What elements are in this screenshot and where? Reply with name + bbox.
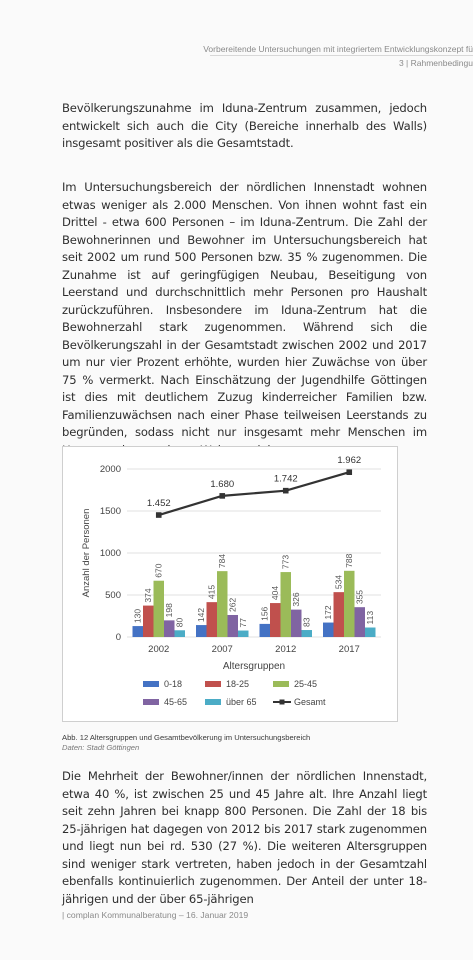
bar-über-65-2007 (238, 630, 249, 637)
line-value-label: 1.962 (337, 455, 361, 466)
legend-swatch (273, 681, 289, 687)
bar-45-65-2007 (227, 614, 238, 637)
bar-value-label: 83 (302, 617, 312, 627)
bar-25-45-2017 (344, 570, 355, 637)
paragraph-age-distribution: Die Mehrheit der Bewohner/innen der nörd… (62, 769, 427, 906)
y-tick-label: 0 (116, 632, 121, 643)
line-point-gesamt (282, 487, 289, 494)
bar-value-label: 670 (154, 563, 164, 577)
bar-45-65-2002 (164, 620, 175, 637)
line-gesamt (158, 471, 350, 517)
line-value-label: 1.680 (210, 479, 234, 490)
bar-25-45-2012 (280, 572, 291, 637)
bar-value-label: 788 (344, 553, 354, 567)
legend-swatch (143, 681, 159, 687)
bar-0-18-2007 (196, 625, 207, 637)
bar-0-18-2017 (323, 622, 334, 637)
bar-value-label: 130 (133, 609, 143, 623)
running-header-section: 3 | Rahmenbedingu (398, 58, 473, 68)
legend-swatch (143, 699, 159, 705)
bar-value-label: 784 (217, 554, 227, 568)
bar-value-label: 80 (175, 618, 185, 628)
legend-swatch (205, 681, 221, 687)
figure-caption: Abb. 12 Altersgruppen und Gesamtbevölker… (62, 733, 311, 742)
x-tick-label: 2007 (212, 644, 233, 655)
bar-über-65-2002 (174, 630, 185, 637)
bar-value-label: 156 (260, 606, 270, 620)
bar-45-65-2012 (291, 609, 302, 637)
y-tick-label: 500 (105, 590, 121, 601)
legend-swatch (205, 699, 221, 705)
x-tick-label: 2017 (339, 644, 360, 655)
x-axis-title: Altersgruppen (223, 661, 285, 672)
bar-value-label: 172 (323, 605, 333, 619)
bar-value-label: 773 (281, 555, 291, 569)
legend-label: 18-25 (226, 679, 249, 689)
bar-18-25-2017 (333, 592, 344, 637)
page-footer: | complan Kommunalberatung – 16. Januar … (62, 910, 249, 920)
paragraph-intro: Bevölkerungszunahme im Iduna-Zentrum zus… (62, 101, 427, 150)
bar-value-label: 262 (228, 598, 238, 612)
bar-value-label: 355 (355, 590, 365, 604)
legend-marker (279, 699, 285, 705)
bar-value-label: 142 (196, 608, 206, 622)
bar-value-label: 77 (238, 618, 248, 628)
bar-value-label: 415 (207, 585, 217, 599)
bar-über-65-2012 (301, 630, 312, 637)
header-divider (210, 55, 473, 56)
paragraph-population: Im Untersuchungsbereich der nördlichen I… (62, 180, 427, 457)
line-point-gesamt (346, 469, 353, 475)
x-tick-label: 2012 (275, 644, 296, 655)
y-axis-title: Anzahl der Personen (81, 509, 92, 598)
age-group-chart: 0 500 1000 1500 2000 Anzahl der Personen 130 37… (62, 446, 398, 722)
bar-18-25-2002 (143, 605, 154, 637)
legend-label: 0-18 (164, 679, 182, 689)
bar-value-label: 404 (270, 586, 280, 600)
legend-label: 25-45 (294, 679, 317, 689)
bar-über-65-2017 (365, 627, 376, 637)
line-point-gesamt (155, 512, 162, 518)
legend-label: 45-65 (164, 697, 187, 707)
line-point-gesamt (219, 493, 226, 499)
bar-value-label: 198 (164, 603, 174, 617)
bar-value-label: 113 (365, 611, 375, 625)
line-value-label: 1.452 (147, 498, 171, 509)
y-tick-label: 2000 (100, 464, 121, 475)
bar-value-label: 374 (143, 588, 153, 602)
chart-canvas: 0 500 1000 1500 2000 Anzahl der Personen 13037… (81, 455, 381, 707)
y-tick-label: 1000 (100, 548, 121, 559)
bar-value-label: 326 (291, 592, 301, 606)
bar-0-18-2002 (132, 626, 143, 637)
bar-18-25-2012 (270, 603, 281, 637)
line-value-label: 1.742 (274, 474, 298, 485)
figure-source: Daten: Stadt Göttingen (62, 743, 140, 752)
y-tick-label: 1500 (100, 506, 121, 517)
bar-value-label: 534 (334, 575, 344, 589)
bar-18-25-2007 (206, 602, 217, 637)
x-tick-label: 2002 (148, 644, 169, 655)
legend-label: Gesamt (294, 697, 326, 707)
bar-0-18-2012 (259, 623, 270, 637)
bar-45-65-2017 (354, 607, 365, 637)
bar-25-45-2007 (217, 571, 228, 637)
bar-25-45-2002 (153, 580, 164, 637)
running-header-title: Vorbereitende Untersuchungen mit integri… (203, 44, 473, 54)
legend-label: über 65 (226, 697, 257, 707)
